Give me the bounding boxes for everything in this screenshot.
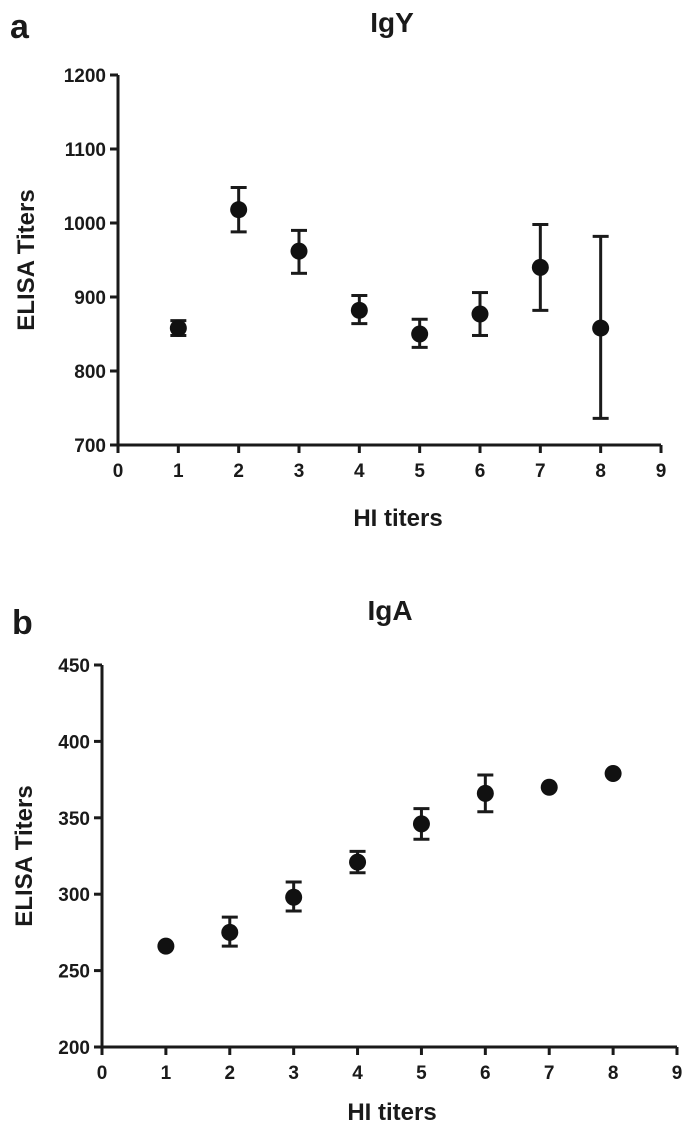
- x-tick-label-b: 9: [672, 1063, 683, 1084]
- x-tick-label-a: 4: [354, 461, 365, 482]
- y-axis-label-a: ELISA Titers: [13, 189, 40, 330]
- data-point-b-4: [349, 853, 367, 871]
- x-tick-label-b: 7: [544, 1063, 555, 1084]
- panel-a: a IgY ELISA Titers HI titers 70080090010…: [10, 7, 666, 532]
- y-tick-label-a: 1000: [64, 214, 106, 235]
- y-axis-label-b: ELISA Titers: [11, 785, 38, 926]
- data-point-a-2: [230, 201, 248, 219]
- data-point-b-2: [221, 923, 239, 941]
- panel-letter-a: a: [10, 8, 30, 46]
- data-point-b-7: [540, 778, 558, 796]
- y-tick-label-a: 1100: [65, 140, 106, 161]
- x-tick-label-b: 4: [352, 1063, 363, 1084]
- data-point-a-5: [411, 325, 429, 343]
- x-tick-label-a: 9: [656, 461, 667, 482]
- data-point-a-1: [169, 319, 187, 337]
- chart-title-igy: IgY: [370, 7, 414, 38]
- data-point-b-8: [604, 764, 622, 782]
- panel-letter-b: b: [12, 604, 33, 642]
- x-tick-label-a: 2: [233, 461, 244, 482]
- x-tick-label-a: 5: [414, 461, 425, 482]
- x-tick-label-b: 6: [480, 1063, 491, 1084]
- x-axis-label-a: HI titers: [353, 505, 442, 532]
- x-tick-label-b: 8: [608, 1063, 619, 1084]
- y-tick-label-b: 250: [58, 962, 90, 983]
- plot-area-a: 700 800 900 1000 1100 1200 0 1 2 3 4 5 6 7 8 9: [64, 66, 667, 482]
- x-tick-label-a: 1: [173, 461, 184, 482]
- x-tick-label-a: 3: [294, 461, 305, 482]
- data-point-a-4: [350, 301, 368, 319]
- data-point-a-6: [471, 305, 489, 323]
- chart-title-iga: IgA: [367, 595, 412, 626]
- data-point-b-3: [285, 888, 303, 906]
- y-tick-label-a: 800: [74, 362, 106, 383]
- y-tick-label-b: 350: [58, 809, 90, 830]
- x-axis-label-b: HI titers: [347, 1099, 436, 1126]
- data-point-b-1: [157, 937, 175, 955]
- y-tick-label-a: 1200: [64, 66, 106, 87]
- data-point-b-5: [412, 815, 430, 833]
- x-tick-label-a: 0: [113, 461, 124, 482]
- y-tick-label-a: 900: [74, 288, 106, 309]
- panel-b: b IgA ELISA Titers HI titers 20025030035…: [11, 595, 682, 1126]
- data-point-b-6: [476, 784, 494, 802]
- plot-area-b: 200 250 300 350 400 450 0 1 2 3 4 5 6 7 8 9: [58, 656, 682, 1084]
- x-tick-label-a: 7: [535, 461, 546, 482]
- data-point-a-8: [592, 319, 610, 337]
- data-point-a-3: [290, 242, 308, 260]
- x-tick-label-b: 2: [224, 1063, 235, 1084]
- y-tick-label-b: 450: [58, 656, 90, 677]
- x-tick-label-b: 5: [416, 1063, 427, 1084]
- x-tick-label-b: 0: [97, 1063, 108, 1084]
- data-point-a-7: [531, 258, 549, 276]
- x-tick-label-a: 6: [475, 461, 486, 482]
- x-tick-label-b: 3: [288, 1063, 299, 1084]
- y-tick-label-b: 300: [58, 885, 90, 906]
- y-tick-label-b: 400: [58, 732, 90, 753]
- x-tick-label-b: 1: [161, 1063, 172, 1084]
- y-tick-label-b: 200: [58, 1038, 90, 1059]
- x-tick-label-a: 8: [595, 461, 606, 482]
- y-tick-label-a: 700: [74, 436, 106, 457]
